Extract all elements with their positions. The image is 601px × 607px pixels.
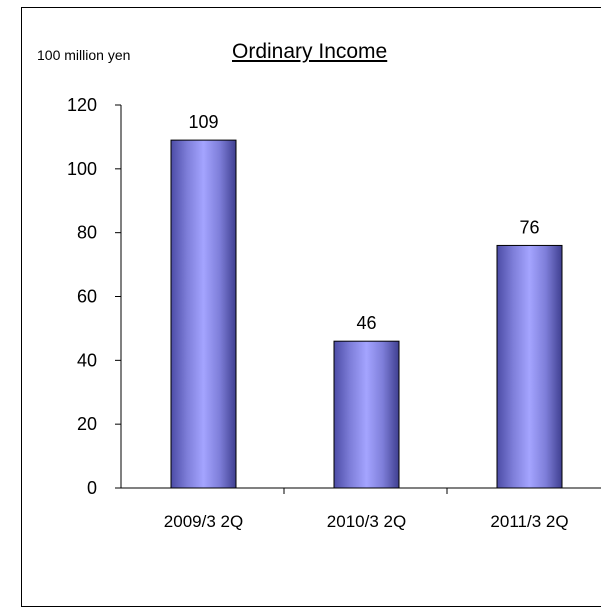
data-label: 46 [356, 313, 376, 333]
data-label: 109 [188, 112, 218, 132]
bar [333, 340, 400, 489]
y-tick-label: 0 [87, 478, 97, 498]
data-label: 76 [519, 217, 539, 237]
bar-chart: 0 20 40 60 80 100 120 109 2009/3 2Q 46 2010/3 2Q 7… [67, 95, 601, 531]
y-tick-label: 100 [67, 159, 97, 179]
unit-label: 100 million yen [37, 47, 131, 63]
chart-title: Ordinary Income [232, 40, 388, 63]
x-tick-label: 2010/3 2Q [327, 512, 406, 531]
x-tick-label: 2011/3 2Q [490, 512, 568, 531]
bar [496, 244, 563, 489]
y-tick-label: 40 [77, 350, 97, 370]
y-tick-label: 120 [67, 95, 97, 115]
y-tick-label: 20 [77, 414, 97, 434]
bar [170, 139, 237, 489]
y-tick-label: 80 [77, 223, 97, 243]
x-tick-label: 2009/3 2Q [164, 512, 243, 531]
y-tick-label: 60 [77, 287, 97, 307]
